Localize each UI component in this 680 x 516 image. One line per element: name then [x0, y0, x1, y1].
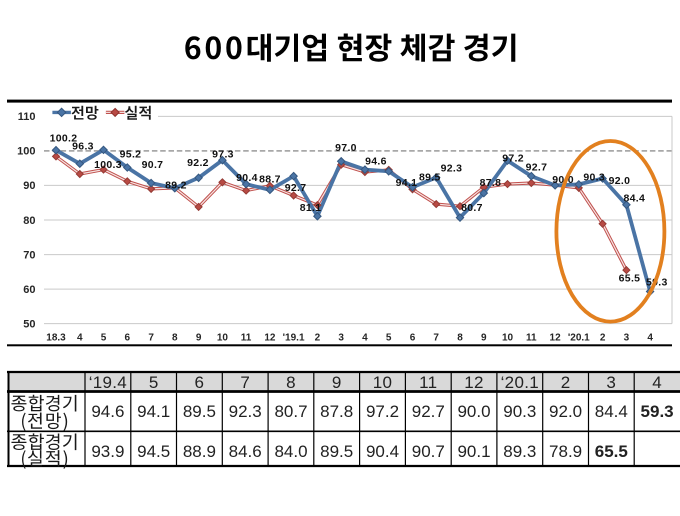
svg-text:8: 8 — [172, 333, 178, 344]
svg-text:88.9: 88.9 — [183, 442, 216, 461]
svg-text:10: 10 — [373, 373, 393, 392]
svg-text:94.1: 94.1 — [396, 177, 418, 189]
svg-text:8: 8 — [457, 333, 463, 344]
svg-text:78.9: 78.9 — [549, 442, 582, 461]
svg-text:11: 11 — [526, 333, 537, 344]
svg-text:90.7: 90.7 — [142, 159, 164, 171]
svg-text:92.0: 92.0 — [549, 402, 582, 421]
svg-text:3: 3 — [338, 333, 344, 344]
svg-text:90.7: 90.7 — [412, 442, 445, 461]
svg-text:93.9: 93.9 — [91, 442, 124, 461]
svg-text:4: 4 — [362, 333, 368, 344]
svg-text:80.7: 80.7 — [461, 202, 483, 214]
svg-text:6: 6 — [195, 373, 205, 392]
svg-text:'20.1: '20.1 — [568, 333, 590, 344]
svg-text:89.5: 89.5 — [320, 442, 353, 461]
svg-text:65.5: 65.5 — [619, 273, 641, 285]
svg-text:90.4: 90.4 — [366, 442, 399, 461]
svg-text:11: 11 — [241, 333, 252, 344]
svg-text:65.5: 65.5 — [595, 442, 628, 461]
svg-text:89.3: 89.3 — [503, 442, 536, 461]
svg-text:‘19.4: ‘19.4 — [89, 373, 127, 392]
svg-text:97.0: 97.0 — [335, 142, 357, 154]
svg-text:80.7: 80.7 — [274, 402, 307, 421]
svg-text:11: 11 — [419, 373, 437, 392]
svg-text:5: 5 — [149, 373, 159, 392]
svg-text:4: 4 — [77, 333, 83, 344]
svg-text:96.3: 96.3 — [72, 141, 94, 153]
svg-text:87.8: 87.8 — [480, 177, 502, 189]
svg-text:92.7: 92.7 — [285, 182, 307, 194]
svg-text:2: 2 — [315, 333, 321, 344]
svg-text:5: 5 — [386, 333, 392, 344]
svg-text:‘20.1: ‘20.1 — [501, 373, 539, 392]
svg-text:80: 80 — [23, 215, 35, 227]
svg-text:2: 2 — [600, 333, 606, 344]
svg-text:90: 90 — [23, 180, 35, 192]
svg-text:3: 3 — [624, 333, 630, 344]
svg-text:92.2: 92.2 — [187, 157, 209, 169]
svg-text:90.3: 90.3 — [503, 402, 536, 421]
svg-text:50: 50 — [23, 318, 35, 330]
svg-text:97.2: 97.2 — [502, 152, 524, 164]
svg-text:97.3: 97.3 — [212, 148, 234, 160]
svg-text:84.6: 84.6 — [229, 442, 262, 461]
svg-text:59.3: 59.3 — [641, 402, 674, 421]
svg-text:100: 100 — [17, 146, 35, 158]
svg-text:100.3: 100.3 — [94, 159, 122, 171]
svg-text:81.1: 81.1 — [300, 202, 322, 214]
svg-text:9: 9 — [196, 333, 202, 344]
svg-text:92.7: 92.7 — [526, 162, 548, 174]
svg-text:90.3: 90.3 — [583, 172, 605, 184]
svg-text:92.7: 92.7 — [412, 402, 445, 421]
svg-text:60: 60 — [23, 284, 35, 296]
svg-text:89.5: 89.5 — [419, 172, 441, 184]
svg-text:4: 4 — [647, 333, 653, 344]
svg-text:84.4: 84.4 — [595, 402, 628, 421]
svg-text:6: 6 — [410, 333, 416, 344]
svg-text:97.2: 97.2 — [366, 402, 399, 421]
svg-text:94.6: 94.6 — [365, 155, 387, 167]
svg-text:92.0: 92.0 — [609, 175, 631, 187]
svg-text:94.1: 94.1 — [137, 402, 170, 421]
svg-text:89.5: 89.5 — [183, 402, 216, 421]
svg-text:95.2: 95.2 — [120, 149, 142, 161]
svg-text:10: 10 — [502, 333, 514, 344]
svg-text:84.0: 84.0 — [274, 442, 307, 461]
svg-text:84.4: 84.4 — [623, 193, 645, 205]
svg-text:18.3: 18.3 — [46, 333, 66, 344]
svg-text:90.4: 90.4 — [236, 172, 258, 184]
svg-text:5: 5 — [101, 333, 107, 344]
svg-text:10: 10 — [217, 333, 229, 344]
svg-text:9: 9 — [332, 373, 342, 392]
svg-text:7: 7 — [240, 373, 250, 392]
svg-text:89.2: 89.2 — [165, 179, 187, 191]
svg-text:8: 8 — [286, 373, 296, 392]
svg-text:88.7: 88.7 — [259, 173, 281, 185]
svg-text:2: 2 — [561, 373, 571, 392]
svg-text:70: 70 — [23, 249, 35, 261]
svg-text:3: 3 — [606, 373, 616, 392]
svg-text:7: 7 — [148, 333, 154, 344]
svg-text:9: 9 — [481, 333, 487, 344]
svg-text:'19.1: '19.1 — [283, 333, 305, 344]
svg-text:12: 12 — [264, 333, 276, 344]
svg-text:92.3: 92.3 — [229, 402, 262, 421]
svg-text:4: 4 — [652, 373, 662, 392]
svg-text:12: 12 — [550, 333, 562, 344]
svg-text:6: 6 — [125, 333, 131, 344]
svg-text:12: 12 — [464, 373, 484, 392]
svg-text:110: 110 — [18, 111, 36, 123]
svg-text:94.5: 94.5 — [137, 442, 170, 461]
svg-text:7: 7 — [433, 333, 439, 344]
svg-text:92.3: 92.3 — [441, 163, 463, 175]
svg-text:90.0: 90.0 — [457, 402, 490, 421]
svg-text:94.6: 94.6 — [91, 402, 124, 421]
svg-text:90.1: 90.1 — [457, 442, 490, 461]
svg-text:87.8: 87.8 — [320, 402, 353, 421]
